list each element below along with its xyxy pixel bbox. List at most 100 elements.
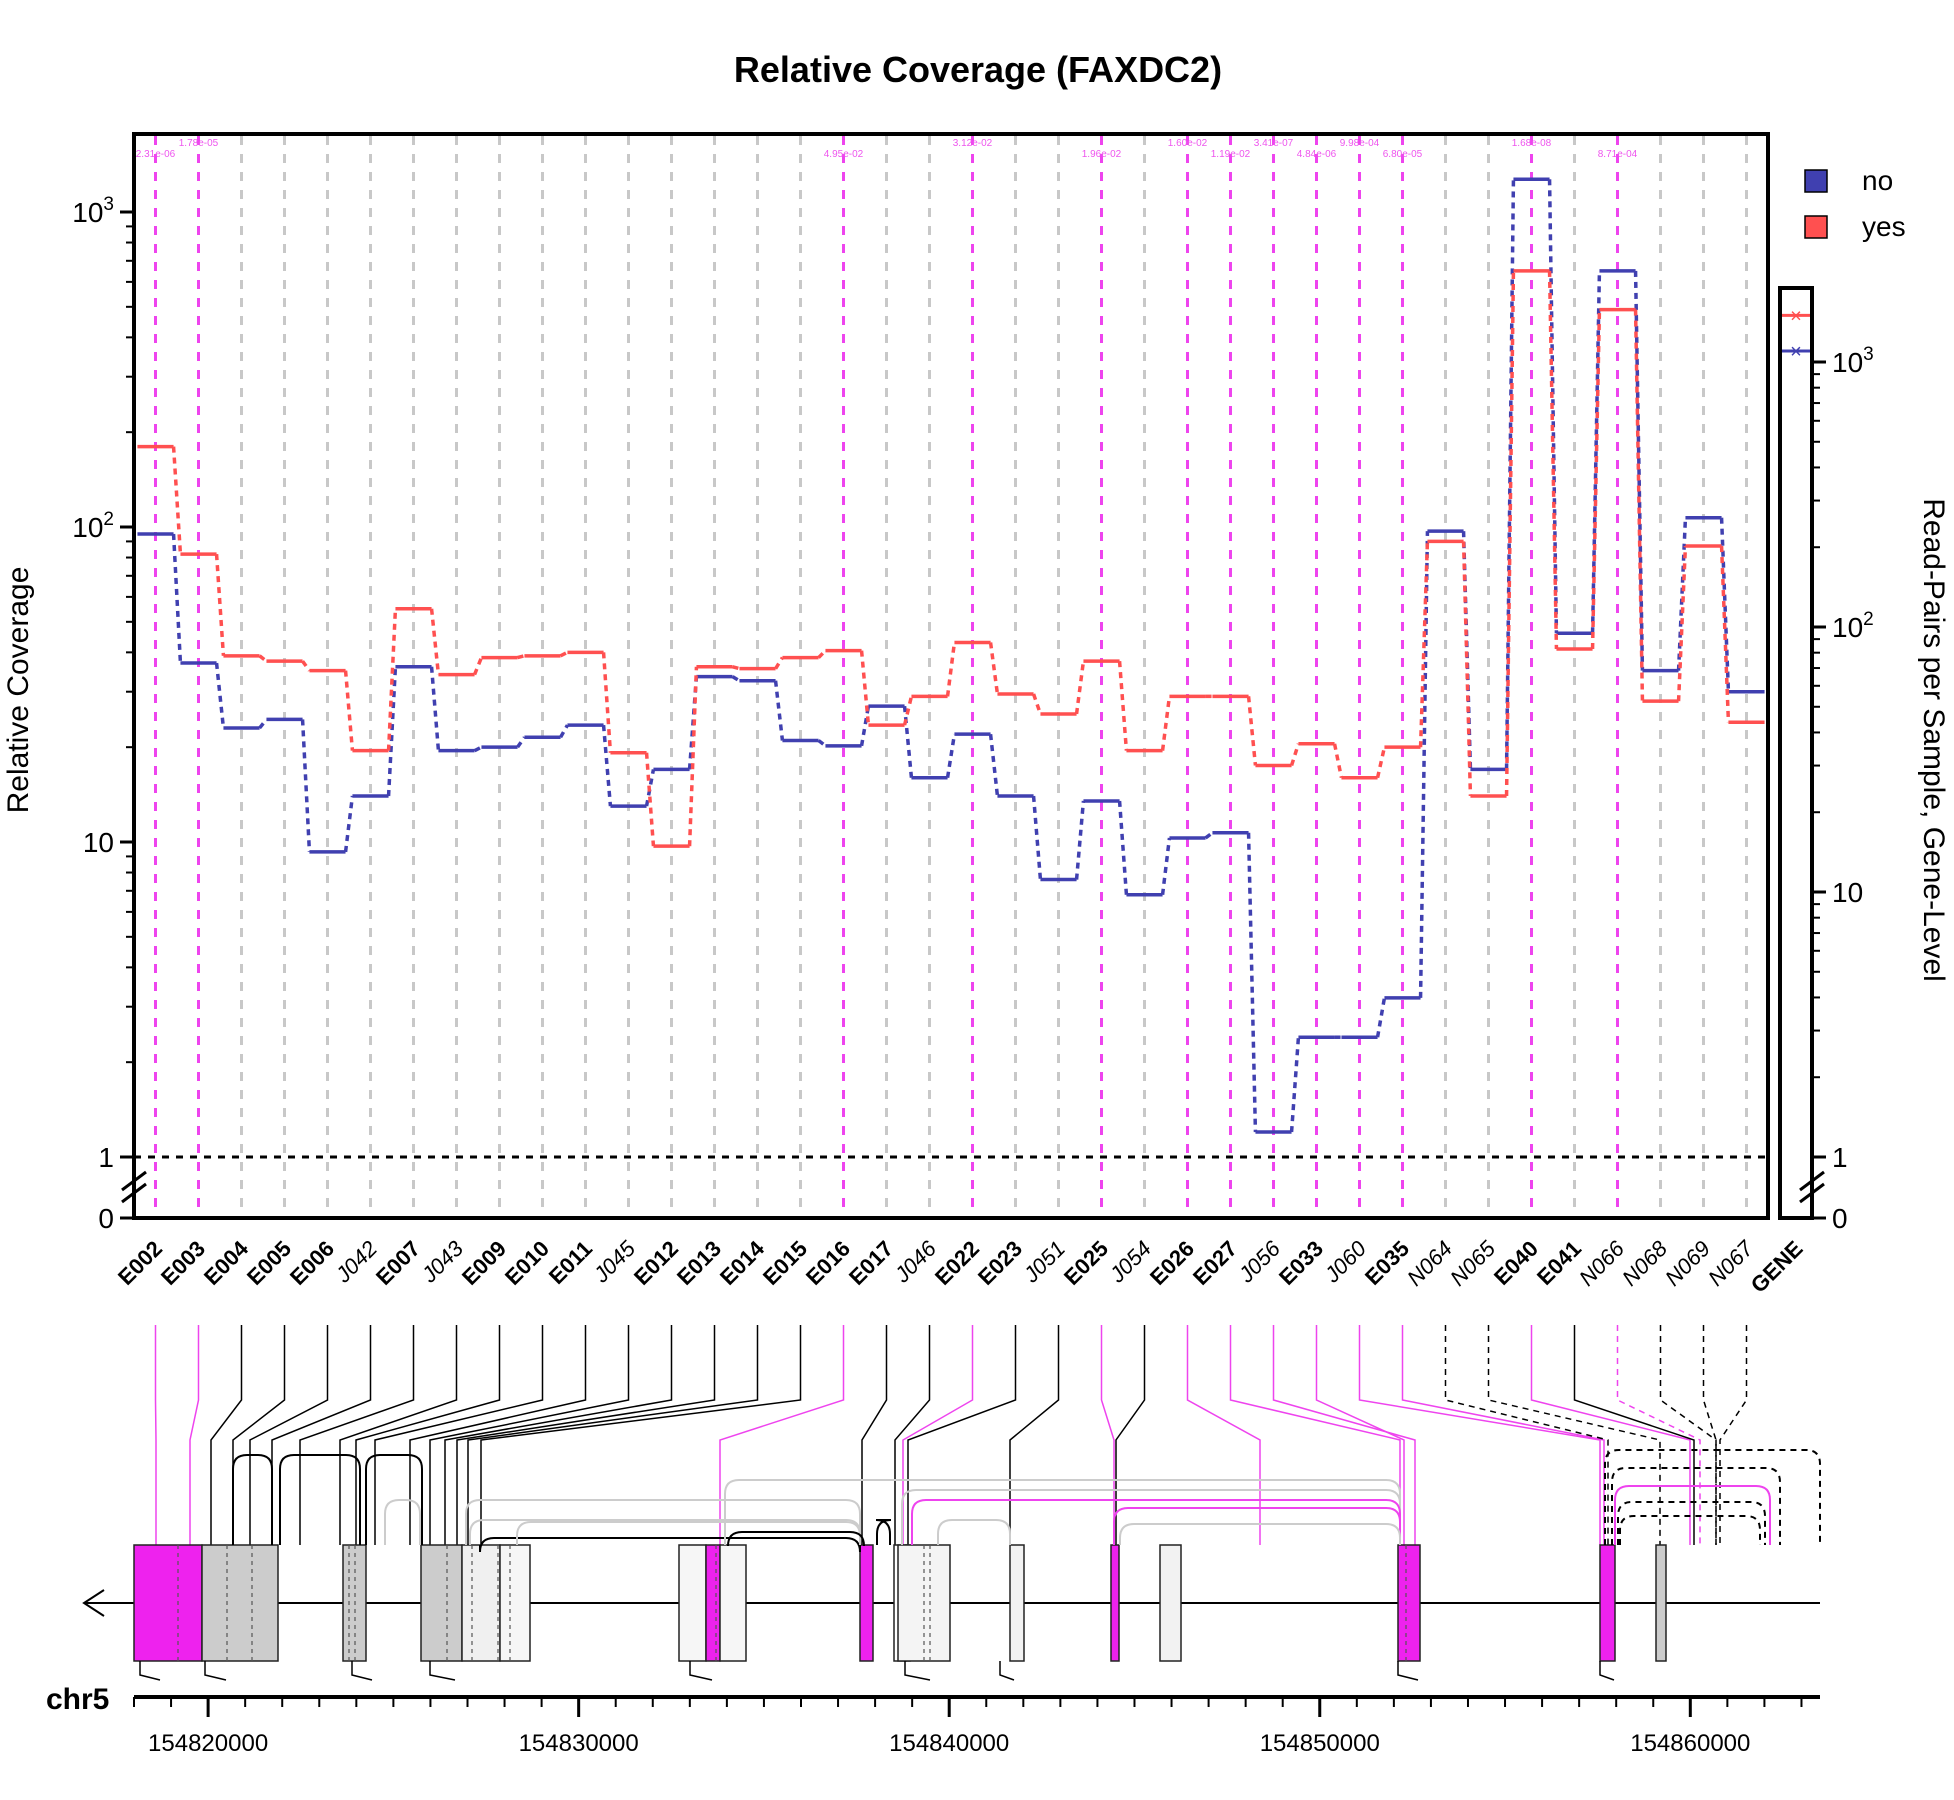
connector-N064 xyxy=(1444,1325,1609,1545)
feature-label-E014: E014 xyxy=(715,1235,770,1290)
exon-bin xyxy=(499,1544,531,1662)
feature-label-J042: J042 xyxy=(330,1236,382,1288)
pvalue-E002: 2.31e-06 xyxy=(136,149,176,160)
junction-arc xyxy=(911,1499,1401,1545)
y-tick-label: 10 xyxy=(83,827,114,858)
legend-swatch-yes xyxy=(1804,215,1828,239)
transcript-stub xyxy=(351,1661,373,1681)
feature-connectors xyxy=(154,1325,1748,1545)
junction-arc xyxy=(1611,1467,1781,1545)
feature-label-J043: J043 xyxy=(416,1235,469,1288)
pvalue-E040: 1.68e-08 xyxy=(1512,138,1552,149)
step-yes-E033 xyxy=(1289,743,1301,766)
coordinate-tick-label: 154840000 xyxy=(889,1730,1009,1757)
pvalue-N066: 8.71e-04 xyxy=(1598,149,1638,160)
genomic-coordinate-axis: chr5 154820000 154830000 154840000 154850000… xyxy=(46,1683,1820,1757)
step-yes-E005 xyxy=(258,654,268,663)
right-tick-label: 102 xyxy=(1832,609,1874,643)
junction-arc xyxy=(1113,1507,1401,1545)
step-no-E010 xyxy=(516,736,526,749)
feature-label-E026: E026 xyxy=(1145,1236,1199,1290)
step-yes-N068 xyxy=(1633,309,1645,702)
connector-N066 xyxy=(1616,1325,1701,1545)
step-no-J054 xyxy=(1117,800,1129,895)
junction-arc xyxy=(1604,1449,1821,1545)
axis-break xyxy=(121,1182,147,1204)
junction-arc xyxy=(479,1537,861,1553)
pvalue-E027: 1.19e-02 xyxy=(1211,149,1251,160)
step-yes-J056 xyxy=(1246,696,1258,766)
step-no-E023 xyxy=(988,733,1000,797)
step-no-J045 xyxy=(601,724,613,807)
connector-J051 xyxy=(1009,1325,1060,1545)
axis-break xyxy=(1799,1182,1825,1204)
junction-arc xyxy=(384,1499,421,1545)
step-yes-E006 xyxy=(301,660,311,672)
connector-E022 xyxy=(902,1325,974,1545)
gene-level-marker-yes: × xyxy=(1790,305,1802,327)
step-no-E016 xyxy=(817,739,827,748)
connector-E015 xyxy=(480,1325,802,1545)
junction-arc xyxy=(516,1521,861,1545)
pvalue-J060: 9.98e-04 xyxy=(1340,138,1380,149)
feature-label-E023: E023 xyxy=(973,1236,1027,1290)
step-no-E033 xyxy=(1289,1037,1301,1133)
exon-bin xyxy=(133,1544,203,1662)
step-yes-E023 xyxy=(988,642,1000,695)
step-yes-E007 xyxy=(386,608,398,751)
step-yes-E011 xyxy=(559,650,569,658)
connector-E027 xyxy=(1229,1325,1401,1545)
junction-arc xyxy=(279,1454,361,1545)
connector-E041 xyxy=(1573,1325,1695,1545)
step-no-J056 xyxy=(1246,832,1258,1133)
right-axis-label: Read-Pairs per Sample, Gene-Level xyxy=(1917,498,1950,982)
connector-J046 xyxy=(894,1325,931,1545)
exon-bin xyxy=(1599,1544,1616,1662)
step-no-E003 xyxy=(171,533,183,664)
right-tick-label: 103 xyxy=(1832,344,1874,378)
connector-N067 xyxy=(1719,1325,1748,1545)
step-yes-J046 xyxy=(902,695,914,726)
feature-label-E009: E009 xyxy=(457,1236,511,1290)
pvalue-E026: 1.60e-02 xyxy=(1168,138,1208,149)
feature-label-E013: E013 xyxy=(672,1236,726,1290)
step-yes-E013 xyxy=(687,666,699,847)
junction-arc xyxy=(727,1531,865,1547)
pvalue-E033: 4.84e-06 xyxy=(1297,149,1337,160)
chromosome-label: chr5 xyxy=(46,1683,109,1716)
exon-bin xyxy=(1655,1544,1667,1662)
y-tick-label: 103 xyxy=(72,194,114,228)
step-no-J042 xyxy=(343,795,355,853)
pvalue-E025: 1.96e-02 xyxy=(1082,149,1122,160)
y-tick-label: 0 xyxy=(98,1203,114,1234)
connector-E026 xyxy=(1186,1325,1261,1545)
connector-E035 xyxy=(1401,1325,1605,1545)
junction-arc xyxy=(901,1489,1401,1545)
step-no-N066 xyxy=(1590,270,1602,634)
transcript-stub xyxy=(689,1661,713,1681)
step-yes-E010 xyxy=(517,654,525,660)
step-no-E022 xyxy=(945,733,957,778)
transcript-stub xyxy=(999,1661,1015,1681)
feature-label-J045: J045 xyxy=(588,1235,641,1288)
step-yes-E009 xyxy=(472,656,484,676)
step-yes-J051 xyxy=(1031,693,1043,715)
step-yes-E004 xyxy=(214,554,226,656)
feature-label-E003: E003 xyxy=(156,1236,210,1290)
step-no-E004 xyxy=(214,662,226,729)
step-no-E005 xyxy=(258,718,268,730)
step-yes-J043 xyxy=(429,608,441,675)
transcript-stub xyxy=(1397,1661,1419,1681)
step-no-N067 xyxy=(1719,517,1731,692)
step-no-J051 xyxy=(1031,795,1043,880)
gene-level-panel: × × 0 1 10 102 103 xyxy=(1778,286,1874,1234)
step-no-J046 xyxy=(902,705,914,778)
series-no xyxy=(137,177,1765,1134)
connector-J043 xyxy=(339,1325,458,1545)
coordinate-tick-label: 154830000 xyxy=(519,1730,639,1757)
connector-E010 xyxy=(374,1325,544,1545)
exon-bin xyxy=(678,1544,707,1662)
feature-label-N066: N066 xyxy=(1574,1235,1629,1290)
junction-arc xyxy=(1619,1515,1761,1545)
connector-E012 xyxy=(444,1325,673,1545)
